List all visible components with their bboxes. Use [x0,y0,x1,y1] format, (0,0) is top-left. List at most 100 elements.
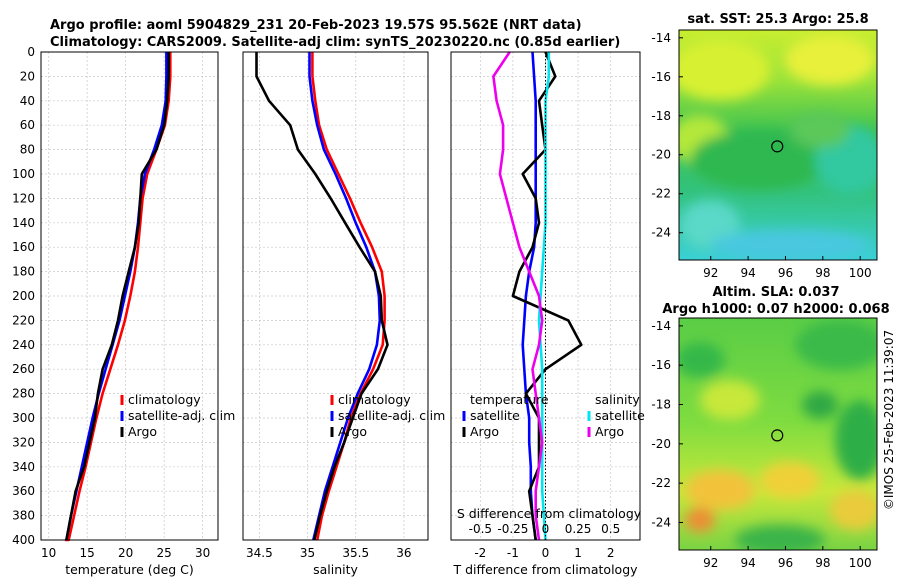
sla-argo-location-marker [771,429,784,442]
legend-label: Argo [128,424,157,439]
sla-map-title-line2: Argo h1000: 0.07 h2000: 0.068 [662,302,889,317]
y-tick-label: 220 [12,313,35,327]
salinity-diff-axis-label: S difference from climatology [457,506,642,521]
y-tick-label: 240 [12,338,35,352]
x-tick-label: 0 [542,546,550,560]
series-line-satellite-adj-clim [65,52,168,541]
x-tick-label: 35.5 [342,546,369,560]
map-y-tick-label: -16 [651,358,671,372]
salinity-diff-tick-label: -0.25 [497,522,528,536]
y-tick-label: 360 [12,484,35,498]
legend-label: climatology [338,392,411,407]
legend-label: climatology [128,392,201,407]
series-line-s-argo [492,51,544,541]
map-y-tick-label: -16 [651,70,671,84]
x-tick-label: 15 [80,546,95,560]
map-y-tick-label: -14 [651,31,671,45]
x-axis-label: temperature (deg C) [65,562,194,577]
map-x-tick-label: 94 [740,556,755,570]
y-tick-label: 140 [12,216,35,230]
difference-profile-panel: -2 -1 0 1 2 T difference from climatology temp… [450,51,645,577]
sst-heatmap [679,30,877,260]
x-tick-label: 20 [118,546,133,560]
x-tick-label: 1 [574,546,582,560]
y-tick-label: 400 [12,533,35,547]
y-tick-label: 100 [12,167,35,181]
sla-map-panel: Altim. SLA: 0.037 Argo h1000: 0.07 h2000… [651,285,889,570]
map-y-tick-label: -22 [651,476,671,490]
y-tick-label: 0 [27,45,35,59]
figure-title-line1: Argo profile: aoml 5904829_231 20-Feb-20… [50,18,582,33]
x-tick-label: 36 [396,546,411,560]
y-tick-label: 280 [12,387,35,401]
map-x-tick-label: 100 [849,266,872,280]
map-y-tick-label: -20 [651,437,671,451]
temperature-profile-panel: 10 15 20 25 30020406080100120140160180200220… [12,45,235,577]
legend-title-salinity: salinity [595,392,640,407]
y-tick-label: 40 [20,94,35,108]
sla-map-title-line1: Altim. SLA: 0.037 [713,285,840,300]
series-line-argo [65,52,170,541]
x-tick-label: 30 [195,546,210,560]
sla-heatmap [679,318,877,550]
map-x-tick-label: 96 [778,556,793,570]
map-y-tick-label: -20 [651,148,671,162]
legend-title-temperature: temperature [470,392,549,407]
sst-argo-location-marker [771,140,784,153]
map-x-tick-label: 92 [703,266,718,280]
legend-label: satellite [595,408,645,423]
imos-watermark: ©IMOS 25-Feb-2023 11:39:07 [882,330,896,510]
series-line-argo [255,52,389,541]
map-x-tick-label: 96 [778,266,793,280]
map-y-tick-label: -18 [651,109,671,123]
map-y-tick-label: -14 [651,319,671,333]
map-y-tick-label: -24 [651,515,671,529]
x-tick-label: 35 [300,546,315,560]
y-tick-label: 120 [12,191,35,205]
salinity-profile-panel: 34.5 35 35.5 36 salinity climatologysatellite… [242,51,445,577]
map-x-tick-label: 92 [703,556,718,570]
legend-label: satellite-adj. clim [338,408,445,423]
x-axis-label: T difference from climatology [452,562,638,577]
salinity-diff-tick-label: 0.5 [601,522,620,536]
y-tick-label: 260 [12,362,35,376]
x-tick-label: 10 [41,546,56,560]
y-tick-label: 300 [12,411,35,425]
y-tick-label: 320 [12,435,35,449]
sst-map-panel: sat. SST: 25.3 Argo: 25.8 92 94 96 98 100 -14… [651,12,878,280]
x-tick-label: 34.5 [246,546,273,560]
legend-label: Argo [595,424,624,439]
y-tick-label: 200 [12,289,35,303]
y-tick-label: 340 [12,460,35,474]
y-tick-label: 160 [12,240,35,254]
x-tick-label: -1 [507,546,519,560]
figure-title-line2: Climatology: CARS2009. Satellite-adj cli… [50,35,620,50]
map-y-tick-label: -18 [651,398,671,412]
legend-label: satellite [470,408,520,423]
x-axis-label: salinity [313,562,358,577]
x-tick-label: 25 [156,546,171,560]
legend-label: satellite-adj. clim [128,408,235,423]
plot-frame [40,51,219,541]
legend-label: Argo [470,424,499,439]
map-x-tick-label: 98 [815,266,830,280]
series-line-satellite-adj-clim [308,52,382,541]
y-tick-label: 20 [20,69,35,83]
legend-label: Argo [338,424,367,439]
salinity-diff-tick-label: -0.5 [469,522,492,536]
plot-frame [242,51,429,541]
series-line-t-satellite [521,51,538,541]
x-tick-label: -2 [474,546,486,560]
x-tick-label: 2 [607,546,615,560]
map-x-tick-label: 94 [740,266,755,280]
y-tick-label: 180 [12,265,35,279]
y-tick-label: 380 [12,509,35,523]
salinity-diff-tick-label: 0 [542,522,550,536]
sst-map-title: sat. SST: 25.3 Argo: 25.8 [687,12,868,27]
y-tick-label: 80 [20,143,35,157]
y-tick-label: 60 [20,118,35,132]
map-x-tick-label: 100 [849,556,872,570]
map-x-tick-label: 98 [815,556,830,570]
map-y-tick-label: -24 [651,226,671,240]
